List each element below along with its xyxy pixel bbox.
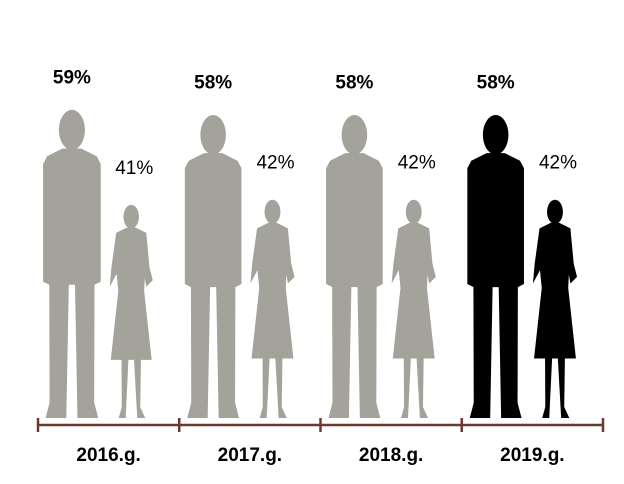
x-tick-label: 2018.g. (359, 445, 423, 466)
silhouette (184, 115, 242, 418)
silhouette-head (123, 204, 139, 229)
silhouette-head (341, 115, 368, 155)
x-tick-label: 2019.g. (500, 445, 564, 466)
x-tick-label: 2017.g. (218, 445, 282, 466)
value-label: 58% (477, 73, 515, 94)
silhouette-head (200, 115, 226, 155)
silhouette-body (250, 222, 295, 418)
value-label: 58% (194, 73, 232, 94)
silhouette-head (58, 109, 85, 151)
silhouette-head (405, 199, 422, 224)
silhouette (43, 109, 101, 418)
value-label: 42% (539, 153, 577, 174)
value-label: 58% (335, 73, 373, 94)
silhouette-body (391, 222, 436, 418)
silhouette-head (547, 199, 563, 224)
silhouette-body (326, 153, 383, 418)
x-tick-label: 2016.g. (76, 445, 140, 466)
silhouette (326, 115, 383, 418)
value-label: 41% (115, 158, 153, 179)
silhouette-head (482, 115, 509, 155)
silhouette-body (467, 153, 524, 418)
silhouette-body (43, 148, 101, 418)
silhouette (391, 199, 436, 418)
silhouette (532, 199, 578, 418)
value-label: 42% (256, 153, 294, 174)
silhouette-body (109, 227, 153, 418)
value-label: 42% (398, 153, 436, 174)
silhouette (250, 199, 295, 418)
silhouette (109, 204, 153, 418)
silhouette-body (532, 222, 578, 418)
silhouette-body (184, 153, 242, 418)
value-label: 59% (53, 67, 91, 88)
silhouette-head (264, 199, 281, 224)
silhouette (467, 115, 524, 418)
